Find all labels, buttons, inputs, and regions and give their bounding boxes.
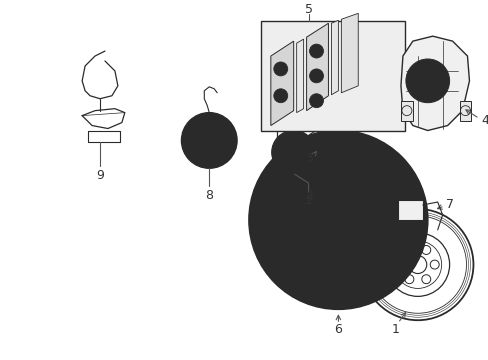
- Circle shape: [248, 131, 427, 309]
- Polygon shape: [306, 23, 328, 111]
- Text: 5: 5: [304, 3, 312, 16]
- Text: 3: 3: [304, 152, 312, 165]
- Bar: [276, 116, 336, 175]
- Circle shape: [309, 44, 323, 58]
- Circle shape: [309, 94, 323, 108]
- Text: 2: 2: [304, 194, 312, 207]
- Polygon shape: [296, 39, 303, 113]
- Circle shape: [181, 113, 237, 168]
- Circle shape: [309, 69, 323, 83]
- Polygon shape: [341, 13, 358, 93]
- Polygon shape: [400, 36, 468, 131]
- Bar: [459, 101, 470, 121]
- Bar: [261, 21, 404, 131]
- Bar: [400, 101, 412, 121]
- Text: 2: 2: [304, 189, 312, 202]
- Circle shape: [271, 131, 315, 174]
- Polygon shape: [397, 200, 422, 220]
- Polygon shape: [331, 20, 338, 95]
- Text: 4: 4: [481, 114, 488, 127]
- Circle shape: [273, 62, 287, 76]
- Text: 8: 8: [205, 189, 213, 202]
- Text: 9: 9: [96, 169, 104, 182]
- Circle shape: [273, 89, 287, 103]
- Text: 6: 6: [334, 323, 342, 336]
- Text: 7: 7: [445, 198, 453, 211]
- Polygon shape: [270, 41, 293, 126]
- Text: 1: 1: [391, 323, 399, 336]
- Circle shape: [405, 59, 448, 103]
